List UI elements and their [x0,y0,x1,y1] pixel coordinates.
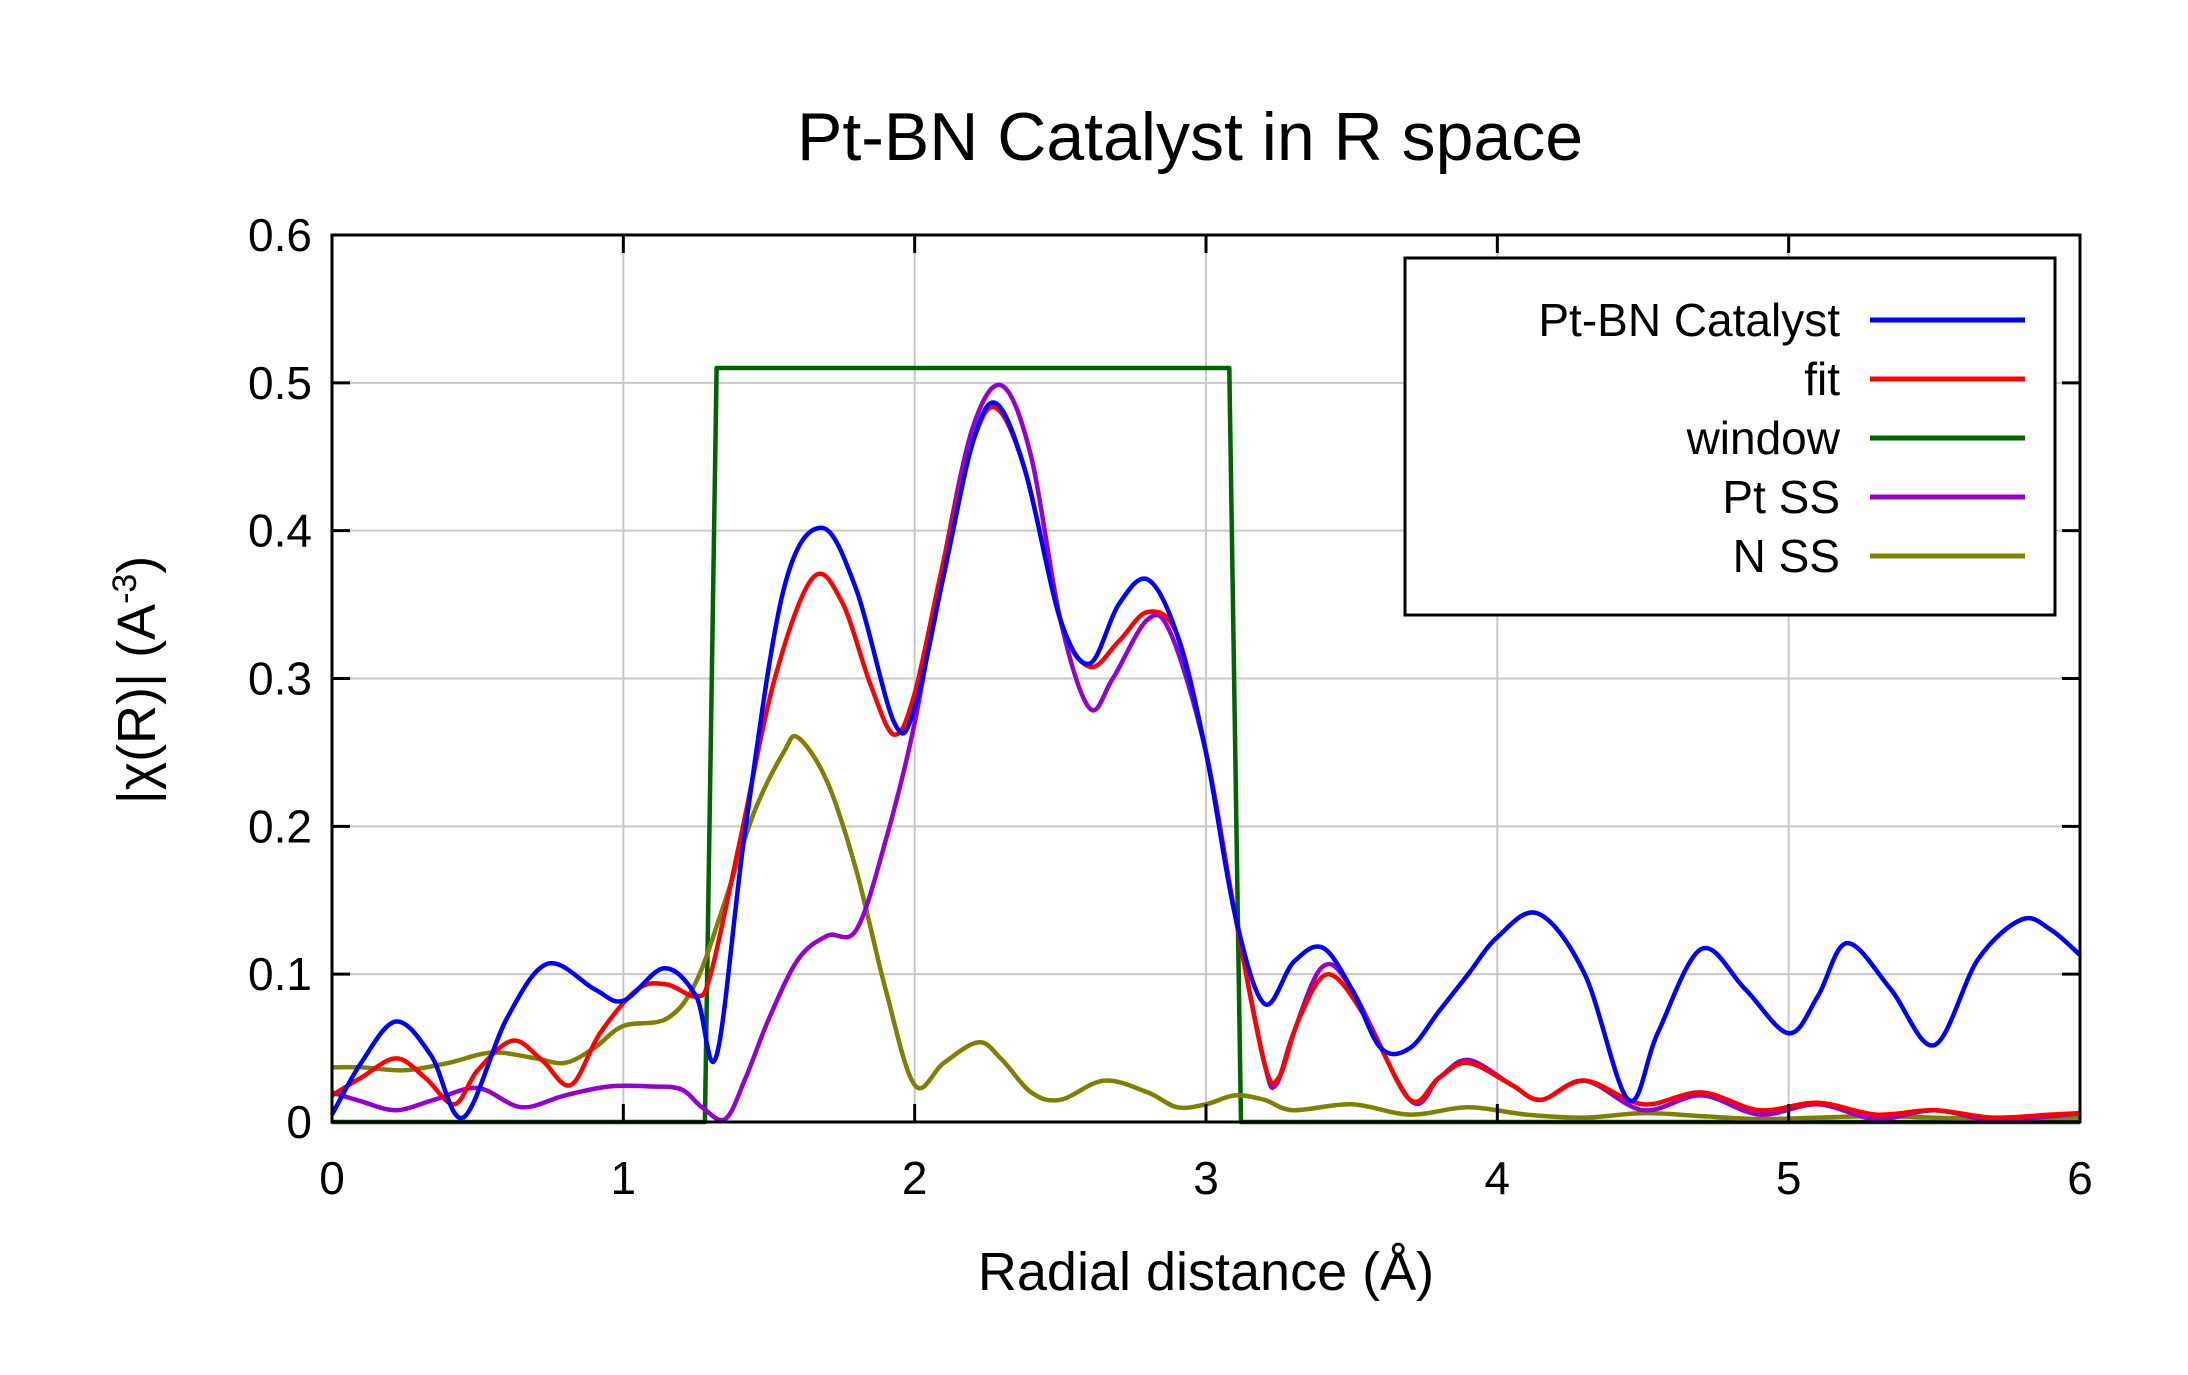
y-tick-label: 0.3 [248,653,312,705]
x-tick-label: 0 [319,1152,345,1204]
y-axis-label-superscript: -3 [106,574,144,604]
x-tick-label: 5 [1776,1152,1802,1204]
legend: Pt-BN Catalyst fit window Pt SS N SS [1403,256,2057,617]
y-tick-label: 0 [286,1096,312,1148]
x-tick-label: 1 [611,1152,637,1204]
y-tick-label: 0.2 [248,800,312,852]
axis-ticks: 0 1 2 3 4 5 6 0 0.1 0.2 0.3 0.4 0.5 0.6 [248,209,2093,1204]
series-line-pt-bn-catalyst [330,400,2082,1121]
y-tick-label: 0.1 [248,948,312,1000]
y-axis-label: |χ(R)| (A-3) [106,556,167,805]
y-tick-label: 0.6 [248,209,312,261]
x-tick-label: 2 [902,1152,928,1204]
x-tick-label: 3 [1193,1152,1219,1204]
legend-label-window: window [1686,412,1841,464]
legend-label-pt-bn-catalyst: Pt-BN Catalyst [1538,294,1840,346]
legend-label-fit: fit [1804,353,1840,405]
chart-title: Pt-BN Catalyst in R space [797,99,1583,175]
legend-label-n-ss: N SS [1733,530,1840,582]
x-axis-label: Radial distance (Å) [978,1242,1434,1302]
y-axis-label-main: |χ(R)| (A [107,604,167,804]
y-tick-label: 0.4 [248,505,312,557]
series-line-n-ss [331,733,2081,1122]
legend-label-pt-ss: Pt SS [1722,471,1840,523]
x-tick-label: 6 [2067,1152,2093,1204]
y-tick-label: 0.5 [248,357,312,409]
y-axis-label-close: ) [107,556,167,574]
x-tick-label: 4 [1485,1152,1511,1204]
